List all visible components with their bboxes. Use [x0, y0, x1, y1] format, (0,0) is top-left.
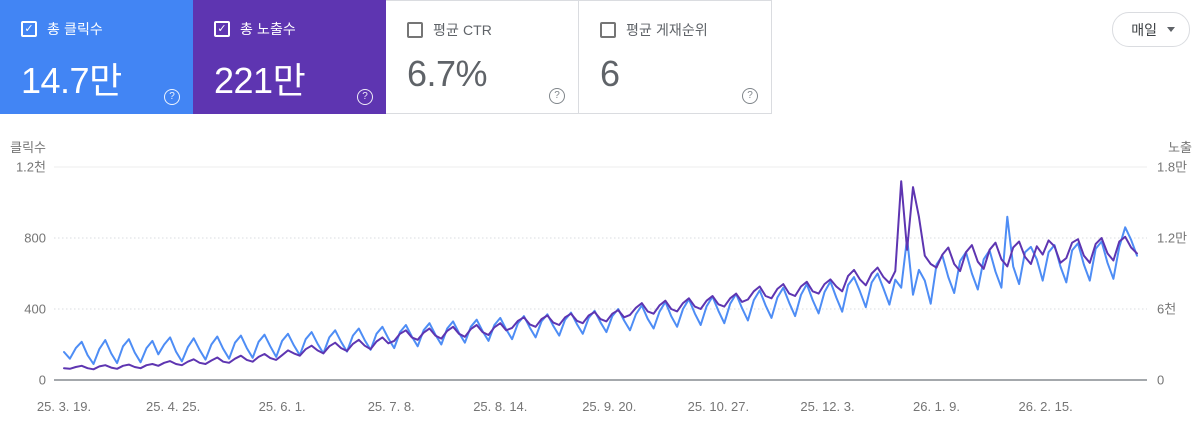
metric-value: 14.7만	[21, 60, 122, 101]
metric-card-total-clicks[interactable]: ✓ 총 클릭수 14.7만 ?	[0, 0, 193, 114]
metric-value: 6.7%	[407, 53, 488, 94]
x-axis-label: 25. 12. 3.	[800, 399, 854, 414]
metric-card-head: ✓ 총 노출수	[214, 19, 386, 39]
metric-label: 총 노출수	[240, 21, 296, 37]
checkbox-checked-icon[interactable]: ✓	[214, 21, 230, 37]
x-axis-label: 26. 2. 15.	[1018, 399, 1072, 414]
metric-card-head: 평균 게재순위	[600, 20, 771, 40]
x-axis-label: 25. 4. 25.	[146, 399, 200, 414]
metrics-header: ✓ 총 클릭수 14.7만 ? ✓ 총 노출수 221만 ? 평균 CTR 6.…	[0, 0, 1200, 114]
help-icon[interactable]: ?	[164, 89, 180, 105]
metric-label: 평균 게재순위	[626, 22, 708, 38]
metric-label: 총 클릭수	[47, 21, 103, 37]
left-axis-tick: 0	[39, 373, 46, 388]
x-axis-label: 25. 3. 19.	[37, 399, 91, 414]
checkbox-unchecked-icon[interactable]	[600, 22, 616, 38]
dropdown-arrow-icon	[1167, 27, 1175, 32]
x-axis-label: 25. 9. 20.	[582, 399, 636, 414]
help-icon[interactable]: ?	[549, 88, 565, 104]
impressions-line[interactable]	[63, 180, 1138, 371]
metric-cards: ✓ 총 클릭수 14.7만 ? ✓ 총 노출수 221만 ? 평균 CTR 6.…	[0, 0, 1200, 114]
x-axis-label: 25. 8. 14.	[473, 399, 527, 414]
period-dropdown-label: 매일	[1131, 21, 1157, 38]
left-axis-tick: 800	[24, 231, 46, 246]
right-axis-tick: 0	[1157, 373, 1164, 388]
help-icon[interactable]: ?	[357, 89, 373, 105]
performance-chart: 클릭수 1.2천 800 400 0 노출 1.8만 1.2만 6천 0 25.…	[0, 130, 1200, 431]
metric-card-total-impressions[interactable]: ✓ 총 노출수 221만 ?	[193, 0, 386, 114]
x-axis-label: 25. 10. 27.	[688, 399, 749, 414]
right-axis-tick: 1.8만	[1157, 160, 1187, 175]
metric-card-avg-position[interactable]: 평균 게재순위 6 ?	[579, 0, 772, 114]
right-axis-title: 노출	[1168, 140, 1192, 155]
metric-value: 6	[600, 53, 620, 94]
x-axis-label: 25. 6. 1.	[259, 399, 306, 414]
period-dropdown[interactable]: 매일	[1112, 12, 1190, 47]
x-axis-label: 25. 7. 8.	[368, 399, 415, 414]
metric-label: 평균 CTR	[433, 22, 493, 38]
metric-card-avg-ctr[interactable]: 평균 CTR 6.7% ?	[386, 0, 579, 114]
left-axis-tick: 400	[24, 302, 46, 317]
checkbox-checked-icon[interactable]: ✓	[21, 21, 37, 37]
checkbox-unchecked-icon[interactable]	[407, 22, 423, 38]
chart-canvas: 클릭수 1.2천 800 400 0 노출 1.8만 1.2만 6천 0 25.…	[10, 140, 1192, 414]
clicks-line[interactable]	[63, 215, 1138, 365]
metric-card-head: 평균 CTR	[407, 20, 578, 40]
right-axis-tick: 1.2만	[1157, 231, 1187, 246]
help-icon[interactable]: ?	[742, 88, 758, 104]
metric-value: 221만	[214, 60, 306, 101]
right-axis-tick: 6천	[1157, 302, 1176, 317]
left-axis-tick: 1.2천	[16, 160, 46, 175]
x-axis-label: 26. 1. 9.	[913, 399, 960, 414]
metric-card-head: ✓ 총 클릭수	[21, 19, 193, 39]
left-axis-title: 클릭수	[10, 140, 46, 155]
